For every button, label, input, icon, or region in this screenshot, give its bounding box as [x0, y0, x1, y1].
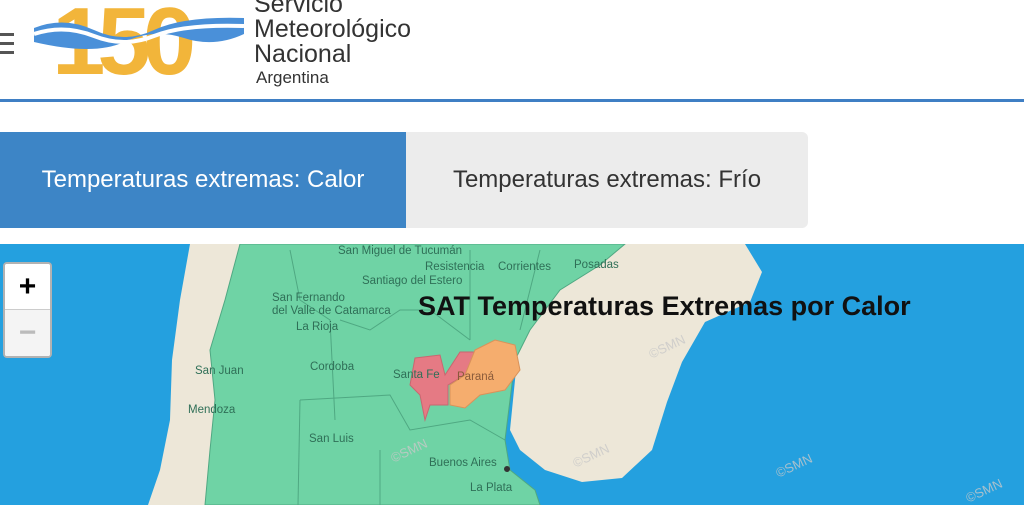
city-label: La Plata: [470, 482, 513, 494]
brazil-uruguay-land: [510, 244, 762, 482]
brand-line: Servicio: [254, 0, 343, 18]
map-title: SAT Temperaturas Extremas por Calor: [418, 291, 911, 321]
city-label: del Valle de Catamarca: [272, 305, 391, 317]
city-label: Paraná: [457, 371, 495, 383]
city-label: Resistencia: [425, 261, 485, 273]
buenos-aires-marker: [504, 466, 510, 472]
tab-bar: Temperaturas extremas: Calor Temperatura…: [0, 132, 808, 228]
city-label: Posadas: [574, 259, 619, 271]
brand-line: Nacional: [254, 40, 352, 68]
tab-calor[interactable]: Temperaturas extremas: Calor: [0, 132, 406, 228]
zoom-out-button[interactable]: −: [5, 310, 50, 356]
city-label: Cordoba: [310, 361, 355, 373]
brand-name: Servicio Meteorológico Nacional Argentin…: [254, 0, 411, 89]
zoom-in-button[interactable]: +: [5, 264, 50, 310]
brand-subtitle: Argentina: [256, 68, 329, 87]
brand-line: Meteorológico: [254, 15, 412, 43]
city-label: Corrientes: [498, 261, 552, 273]
city-label: Santiago del Estero: [362, 275, 463, 287]
hamburger-menu-icon[interactable]: [0, 33, 16, 55]
zoom-control: + −: [3, 262, 52, 358]
city-label: San Juan: [195, 365, 244, 377]
city-label: Mendoza: [188, 404, 236, 416]
header-divider: [0, 99, 1024, 102]
santa-fe-red-alert: [409, 351, 476, 422]
province-borders: [289, 249, 541, 505]
tab-frio[interactable]: Temperaturas extremas: Frío: [406, 132, 808, 228]
city-label: Buenos Aires: [429, 457, 497, 469]
city-label: San Fernando: [272, 292, 345, 304]
alert-map[interactable]: San Miguel de Tucumán Resistencia Corrie…: [0, 244, 1024, 505]
city-label: Santa Fe: [393, 369, 440, 381]
city-label: San Luis: [309, 433, 354, 445]
map-canvas: [148, 244, 762, 505]
smn-150-logo[interactable]: 150: [34, 0, 249, 80]
city-label: San Miguel de Tucumán: [338, 245, 463, 257]
entre-rios-orange-alert: [449, 339, 521, 409]
site-header: 150 Servicio Meteorológico Nacional Arge…: [0, 0, 1024, 100]
city-label: La Rioja: [296, 321, 339, 333]
